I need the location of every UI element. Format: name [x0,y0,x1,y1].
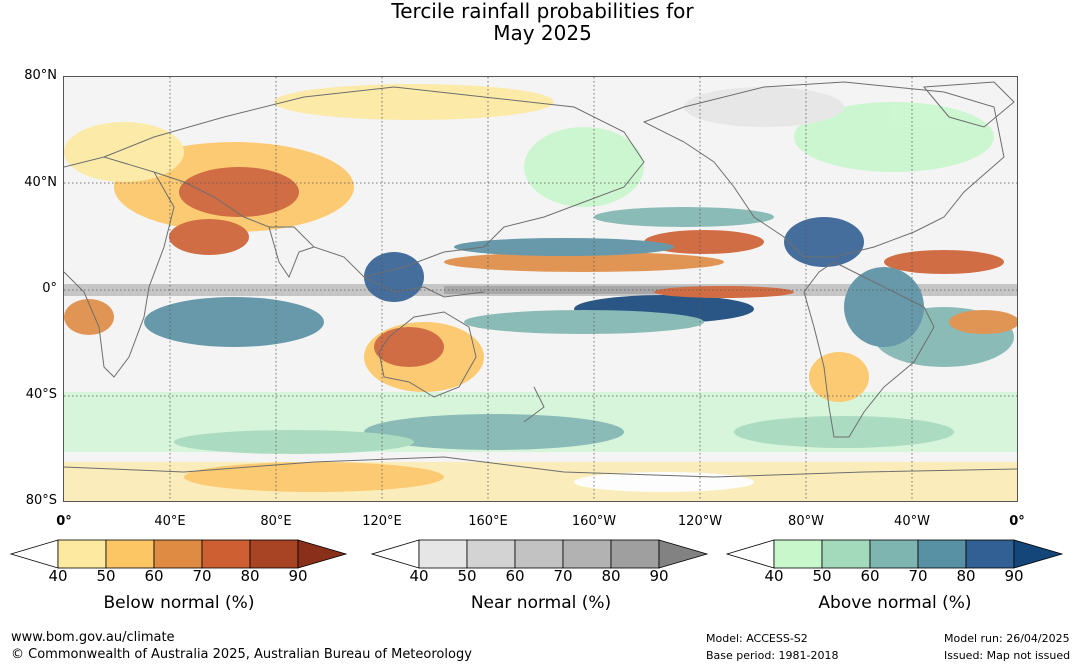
colorbar-swatch-high [658,539,709,569]
colorbar-swatch [514,539,564,569]
colorbar-swatch [869,539,919,569]
colorbar-tick-label: 90 [288,567,308,585]
colorbar-near-normal-swatches [371,539,709,569]
colorbar-swatch [562,539,612,569]
footer-model: Model: ACCESS-S2 [706,632,808,645]
colorbar-tick-label: 90 [649,567,669,585]
colorbar-below-normal-swatches [10,539,348,569]
colorbar-swatch [610,539,660,569]
lon-label-120w: 120°W [677,514,723,529]
title-line-1: Tercile rainfall probabilities for [391,0,694,23]
footer-copyright: © Commonwealth of Australia 2025, Austra… [11,647,472,662]
footer-issued: Issued: Map not issued [944,649,1071,662]
lat-label-equator: 0° [42,281,57,296]
colorbar-tick-label: 50 [96,567,116,585]
map-title: Tercile rainfall probabilities for May 2… [0,0,1085,44]
colorbar-tick-label: 40 [764,567,784,585]
lon-label-40w: 40°W [894,514,930,529]
colorbar-swatch-low [10,539,59,569]
colorbar-tick-label: 40 [48,567,68,585]
colorbar-swatch [105,539,155,569]
colorbar-tick-label: 60 [505,567,525,585]
lat-label-80n: 80°N [24,68,57,83]
lon-label-160w: 160°W [571,514,617,529]
lon-label-120e: 120°E [362,514,402,529]
colorbar-tick-label: 60 [860,567,880,585]
colorbar-above-normal-swatches [726,539,1064,569]
footer-base-period: Base period: 1981-2018 [706,649,839,662]
colorbar-swatch [965,539,1015,569]
lon-label-80e: 80°E [260,514,292,529]
colorbar-tick-label: 70 [908,567,928,585]
lon-label-0-east: 0° [1009,514,1025,529]
lat-label-80s: 80°S [25,493,57,508]
colorbar-near-normal: 40 50 60 70 80 90 [371,539,721,599]
lon-label-40e: 40°E [154,514,186,529]
colorbar-swatch-high [297,539,348,569]
colorbar-swatch [821,539,871,569]
colorbar-tick-label: 50 [812,567,832,585]
colorbar-swatch [466,539,516,569]
lat-label-40s: 40°S [25,387,57,402]
colorbar-title-below: Below normal (%) [103,593,255,613]
colorbar-tick-label: 50 [457,567,477,585]
colorbar-tick-label: 90 [1004,567,1024,585]
lon-label-80w: 80°W [788,514,824,529]
colorbar-tick-label: 80 [240,567,260,585]
colorbar-swatch [57,539,107,569]
colorbar-tick-label: 70 [192,567,212,585]
colorbar-tick-label: 60 [144,567,164,585]
colorbar-tick-label: 70 [553,567,573,585]
colorbar-swatch [201,539,251,569]
colorbar-swatch [773,539,823,569]
colorbar-title-above: Above normal (%) [818,593,972,613]
colorbar-below-normal: 40 50 60 70 80 90 [10,539,360,599]
footer-website: www.bom.gov.au/climate [11,630,175,645]
footer-model-run: Model run: 26/04/2025 [944,632,1070,645]
lat-label-40n: 40°N [24,175,57,190]
colorbar-tick-label: 40 [409,567,429,585]
colorbar-swatch [418,539,468,569]
colorbar-swatch-low [371,539,420,569]
colorbar-swatch-low [726,539,775,569]
colorbar-tick-label: 80 [601,567,621,585]
colorbar-swatch [153,539,203,569]
colorbar-swatch [917,539,967,569]
lon-label-0: 0° [56,514,72,529]
colorbar-swatch [249,539,299,569]
colorbar-title-near: Near normal (%) [470,593,612,613]
colorbar-above-normal: 40 50 60 70 80 90 [726,539,1076,599]
lon-label-160e: 160°E [468,514,508,529]
title-line-2: May 2025 [493,21,592,45]
colorbar-swatch-high [1013,539,1064,569]
colorbar-tick-label: 80 [956,567,976,585]
rainfall-probability-map [63,76,1018,502]
